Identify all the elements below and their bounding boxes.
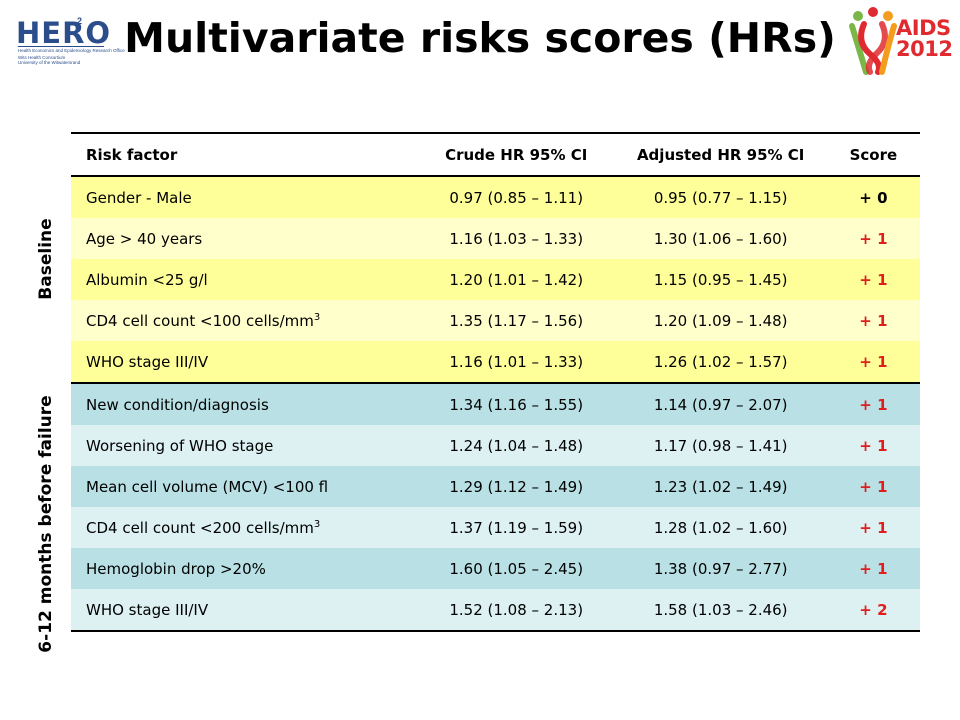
cell-risk-factor: Worsening of WHO stage — [71, 425, 418, 466]
hero-logo-caption-3: University of the Witwatersrand — [18, 60, 81, 65]
cell-crude-hr: 1.24 (1.04 – 1.48) — [417, 425, 615, 466]
cell-crude-hr: 1.60 (1.05 – 2.45) — [417, 548, 615, 589]
hero-logo-rule — [18, 46, 104, 47]
cell-crude-hr: 1.29 (1.12 – 1.49) — [417, 466, 615, 507]
risk-score-table: Risk factor Crude HR 95% CI Adjusted HR … — [71, 132, 920, 632]
header-score: Score — [826, 132, 920, 177]
cell-crude-hr: 1.37 (1.19 – 1.59) — [417, 507, 615, 548]
aids-logo-year: 2012 — [896, 37, 953, 61]
cell-crude-hr: 0.97 (0.85 – 1.11) — [417, 176, 615, 218]
hero-logo: HERO 2 Health Economics and Epidemiology… — [14, 12, 125, 70]
cell-risk-factor: Mean cell volume (MCV) <100 fl — [71, 466, 418, 507]
cell-adjusted-hr: 1.28 (1.02 – 1.60) — [614, 507, 827, 548]
cell-score: + 1 — [826, 259, 920, 300]
cell-crude-hr: 1.16 (1.01 – 1.33) — [417, 341, 615, 384]
table-body: Gender - Male 0.97 (0.85 – 1.11) 0.95 (0.7… — [71, 176, 920, 632]
hero-logo-superscript: 2 — [77, 16, 83, 26]
cell-score: + 1 — [826, 218, 920, 259]
cell-score: + 1 — [826, 425, 920, 466]
table-row: Age > 40 years 1.16 (1.03 – 1.33) 1.30 (1.… — [71, 218, 920, 259]
cell-risk-factor: CD4 cell count <200 cells/mm3 — [71, 507, 418, 548]
risk-factor-text: CD4 cell count <200 cells/mm — [86, 518, 314, 537]
cell-adjusted-hr: 1.38 (0.97 – 2.77) — [614, 548, 827, 589]
unit-superscript: 3 — [313, 518, 321, 530]
cell-adjusted-hr: 1.26 (1.02 – 1.57) — [614, 341, 827, 384]
cell-crude-hr: 1.34 (1.16 – 1.55) — [417, 383, 615, 425]
page-title: Multivariate risks scores (HRs) — [124, 14, 836, 62]
table-row: New condition/diagnosis 1.34 (1.16 – 1.55… — [71, 383, 920, 425]
table-row: Mean cell volume (MCV) <100 fl 1.29 (1.12… — [71, 466, 920, 507]
cell-crude-hr: 1.16 (1.03 – 1.33) — [417, 218, 615, 259]
table-row: WHO stage III/IV 1.16 (1.01 – 1.33) 1.26 (… — [71, 341, 920, 384]
hero-logo-caption-1: Health Economics and Epidemiology Resear… — [18, 48, 125, 53]
table-row: CD4 cell count <200 cells/mm3 1.37 (1.19 … — [71, 507, 920, 548]
cell-score: + 1 — [826, 300, 920, 341]
cell-crude-hr: 1.20 (1.01 – 1.42) — [417, 259, 615, 300]
cell-score: + 1 — [826, 507, 920, 548]
risk-factor-text: Mean cell volume (MCV) <100 fl — [86, 477, 329, 496]
cell-adjusted-hr: 1.20 (1.09 – 1.48) — [614, 300, 827, 341]
cell-adjusted-hr: 1.17 (0.98 – 1.41) — [614, 425, 827, 466]
cell-adjusted-hr: 1.58 (1.03 – 2.46) — [614, 589, 827, 632]
risk-factor-text: Albumin <25 g/l — [86, 270, 208, 289]
header-risk-factor: Risk factor — [71, 132, 418, 177]
hero-logo-caption-2: Wits Health Consortium — [18, 55, 66, 60]
cell-adjusted-hr: 1.15 (0.95 – 1.45) — [614, 259, 827, 300]
risk-factor-text: Hemoglobin drop >20% — [86, 559, 266, 578]
table-row: Worsening of WHO stage 1.24 (1.04 – 1.48)… — [71, 425, 920, 466]
header-adjusted-hr: Adjusted HR 95% CI — [614, 132, 827, 177]
cell-risk-factor: Gender - Male — [71, 176, 418, 218]
risk-factor-text: WHO stage III/IV — [86, 352, 209, 371]
risk-factor-text: WHO stage III/IV — [86, 600, 209, 619]
unit-superscript: 3 — [313, 311, 321, 323]
ribbon-figures-icon — [849, 7, 897, 75]
cell-crude-hr: 1.35 (1.17 – 1.56) — [417, 300, 615, 341]
risk-factor-text: New condition/diagnosis — [86, 395, 269, 414]
baseline-section-label: Baseline — [36, 218, 56, 300]
cell-adjusted-hr: 1.14 (0.97 – 2.07) — [614, 383, 827, 425]
cell-risk-factor: Hemoglobin drop >20% — [71, 548, 418, 589]
cell-score: + 1 — [826, 548, 920, 589]
cell-risk-factor: New condition/diagnosis — [71, 383, 418, 425]
cell-risk-factor: WHO stage III/IV — [71, 589, 418, 632]
header-crude-hr: Crude HR 95% CI — [417, 132, 615, 177]
table-row: Gender - Male 0.97 (0.85 – 1.11) 0.95 (0.7… — [71, 176, 920, 218]
cell-score: + 0 — [826, 176, 920, 218]
before-failure-section-label: 6-12 months before failure — [36, 395, 56, 653]
risk-factor-text: Worsening of WHO stage — [86, 436, 274, 455]
risk-factor-text: Gender - Male — [86, 188, 192, 207]
aids-2012-logo: AIDS 2012 — [844, 6, 954, 76]
cell-crude-hr: 1.52 (1.08 – 2.13) — [417, 589, 615, 632]
cell-risk-factor: Age > 40 years — [71, 218, 418, 259]
cell-adjusted-hr: 1.30 (1.06 – 1.60) — [614, 218, 827, 259]
cell-score: + 1 — [826, 383, 920, 425]
cell-score: + 1 — [826, 466, 920, 507]
table-row: CD4 cell count <100 cells/mm3 1.35 (1.17 … — [71, 300, 920, 341]
risk-factor-text: CD4 cell count <100 cells/mm — [86, 311, 314, 330]
cell-score: + 1 — [826, 341, 920, 384]
table-row: Albumin <25 g/l 1.20 (1.01 – 1.42) 1.15 (0… — [71, 259, 920, 300]
table-row: Hemoglobin drop >20% 1.60 (1.05 – 2.45) 1.… — [71, 548, 920, 589]
table-row: WHO stage III/IV 1.52 (1.08 – 2.13) 1.58 (… — [71, 589, 920, 632]
cell-adjusted-hr: 0.95 (0.77 – 1.15) — [614, 176, 827, 218]
cell-risk-factor: CD4 cell count <100 cells/mm3 — [71, 300, 418, 341]
cell-risk-factor: Albumin <25 g/l — [71, 259, 418, 300]
aids-logo-text: AIDS 2012 — [896, 16, 953, 61]
cell-adjusted-hr: 1.23 (1.02 – 1.49) — [614, 466, 827, 507]
cell-score: + 2 — [826, 589, 920, 632]
table-header-row: Risk factor Crude HR 95% CI Adjusted HR … — [71, 132, 920, 177]
cell-risk-factor: WHO stage III/IV — [71, 341, 418, 384]
aids-logo-word: AIDS — [896, 16, 951, 40]
risk-factor-text: Age > 40 years — [86, 229, 203, 248]
hero-logo-wordmark: HERO — [16, 16, 112, 50]
